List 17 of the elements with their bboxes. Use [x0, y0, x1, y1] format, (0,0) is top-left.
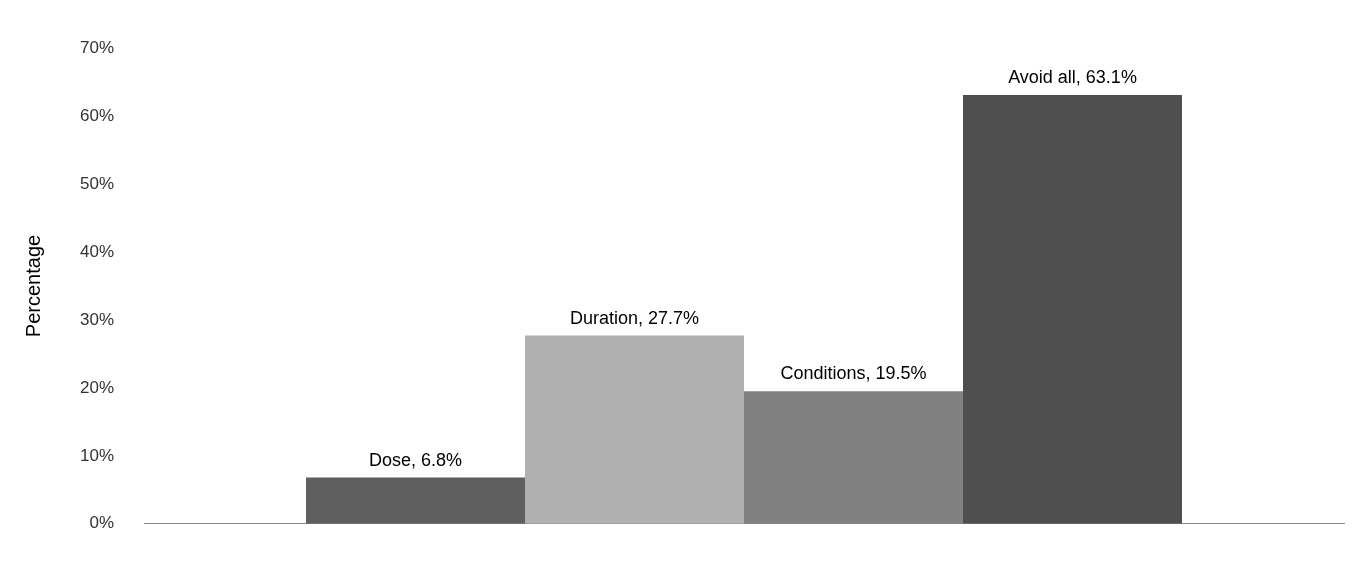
y-tick-label: 20%: [79, 377, 115, 397]
bar: [963, 95, 1182, 524]
y-tick-label: 70%: [79, 37, 115, 57]
bar: [306, 477, 526, 524]
data-label: Duration, 27.7%: [569, 307, 700, 328]
data-label: Dose, 6.8%: [368, 449, 463, 470]
y-axis-title: Percentage: [21, 234, 44, 338]
y-tick-label: 50%: [79, 173, 115, 193]
y-tick-label: 0%: [89, 513, 115, 533]
bar: [744, 391, 964, 524]
y-tick-label: 30%: [79, 309, 115, 329]
data-label: Conditions, 19.5%: [780, 363, 927, 384]
y-tick-label: 10%: [79, 445, 115, 465]
y-tick-label: 40%: [79, 241, 115, 261]
data-label: Avoid all, 63.1%: [1008, 67, 1137, 88]
bar: [525, 335, 745, 524]
y-tick-label: 60%: [79, 105, 115, 125]
